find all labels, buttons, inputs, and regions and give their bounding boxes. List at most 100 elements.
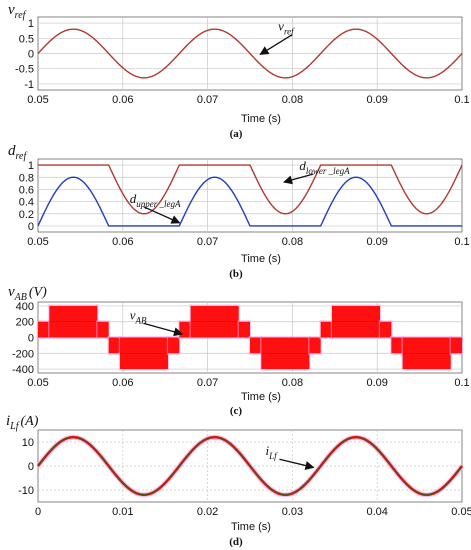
panel-c-annotations: vAB <box>130 307 184 337</box>
panel-b-plot-area <box>37 158 463 233</box>
panel-b-ylabel: dref <box>8 143 27 162</box>
panel-c-y-ticks: 400 200 0 -200 -400 <box>12 301 34 376</box>
annotation-main: i <box>265 443 269 458</box>
y-tick-label: 0.4 <box>19 197 34 209</box>
y-tick-label: -10 <box>18 485 34 497</box>
pwm-voltage-block <box>238 321 250 338</box>
pwm-voltage-block <box>97 321 109 338</box>
y-tick-label: -1 <box>24 79 34 91</box>
annotation-arrow <box>259 34 293 55</box>
x-tick-label: 0.06 <box>112 377 133 389</box>
x-tick-label: 0.07 <box>197 94 218 106</box>
annotation-sub: lower _legA <box>306 166 350 176</box>
y-tick-label: 400 <box>16 301 34 313</box>
y-tick-label: 1 <box>28 160 34 172</box>
panel-a-y-ticks: 1 0.5 0 -0.5 -1 <box>15 18 34 91</box>
pwm-voltage-block <box>250 337 262 354</box>
y-tick-label: 0 <box>28 461 34 473</box>
annotation-sub: ref <box>284 27 295 37</box>
y-tick-label: 0.2 <box>19 209 34 221</box>
x-tick-label: 0.1 <box>454 94 469 106</box>
pwm-voltage-block <box>391 337 403 354</box>
panel-c-series <box>36 304 464 371</box>
panel-c-ylabel-unit: (V) <box>29 285 47 300</box>
pwm-voltage-block <box>108 337 120 354</box>
annotation-label: vAB <box>130 307 147 325</box>
y-tick-label: 0 <box>28 221 34 233</box>
pwm-voltage-block <box>179 321 191 338</box>
panel-a-x-ticks: 0.05 0.06 0.07 0.08 0.09 0.1 <box>27 94 469 106</box>
panel-a-ylabel: vref <box>8 2 27 21</box>
annotation-arrow <box>143 322 184 337</box>
x-tick-label: 0.02 <box>197 506 218 518</box>
panel-a-series <box>37 28 463 79</box>
y-tick-label: 1 <box>28 18 34 30</box>
x-tick-label: 0.05 <box>27 236 48 248</box>
x-tick-label: 0.07 <box>197 377 218 389</box>
panel-b-ylabel-main: d <box>8 143 16 159</box>
pwm-voltage-block <box>380 321 392 338</box>
y-tick-label: 0.6 <box>19 184 34 196</box>
panel-b-caption: (b) <box>229 268 243 280</box>
x-tick-label: 0.03 <box>282 506 303 518</box>
y-tick-label: 0.5 <box>19 33 34 45</box>
annotation-label: vref <box>278 19 295 37</box>
y-tick-label: 0 <box>28 333 34 345</box>
x-tick-label: 0.1 <box>454 377 469 389</box>
x-tick-label: 0.06 <box>112 236 133 248</box>
pwm-voltage-block <box>320 321 332 338</box>
duty-line-upper_legA <box>37 176 462 227</box>
pwm-voltage-block <box>38 321 50 338</box>
x-tick-label: 0.09 <box>366 236 387 248</box>
panel-b-series <box>37 164 463 227</box>
panel-c-x-ticks: 0.05 0.06 0.07 0.08 0.09 0.1 <box>27 377 469 389</box>
x-tick-label: 0.09 <box>366 94 387 106</box>
y-tick-label: 0.8 <box>19 172 34 184</box>
annotation-label: dlower _legA <box>299 158 350 176</box>
panel-a-xlabel: Time (s) <box>241 113 281 125</box>
vref-line <box>37 28 463 79</box>
inductor-current-line <box>37 436 463 496</box>
annotation-sub: upper _legA <box>136 199 181 209</box>
annotation-label: dupper _legA <box>130 191 181 209</box>
pwm-voltage-block <box>168 337 180 354</box>
pwm-voltage-block <box>450 337 462 354</box>
panel-c-ylabel-sub: AB <box>14 292 27 303</box>
panel-c-xlabel: Time (s) <box>241 391 281 403</box>
x-tick-label: 0.04 <box>366 506 387 518</box>
panel-a-ylabel-sub: ref <box>15 10 27 21</box>
x-tick-label: 0.06 <box>112 94 133 106</box>
x-tick-label: 0.08 <box>282 377 303 389</box>
panel-a-caption: (a) <box>230 128 243 140</box>
x-tick-label: 0.08 <box>282 236 303 248</box>
panel-c-ylabel-main: v <box>8 284 15 300</box>
panel-d: 100-10 0 0.01 0.02 0.03 0.04 0.05 iLf iLf (A) … <box>6 413 471 548</box>
x-tick-label: 0.09 <box>366 377 387 389</box>
panel-c-ylabel: vAB (V) <box>8 284 47 303</box>
panel-d-series <box>36 434 464 498</box>
annotation-arrow <box>143 206 181 224</box>
x-tick-label: 0.05 <box>27 94 48 106</box>
annotation-arrow <box>283 173 314 185</box>
panel-b-ylabel-sub: ref <box>16 151 28 162</box>
y-tick-label: -400 <box>12 364 34 376</box>
x-tick-label: 0.05 <box>27 377 48 389</box>
x-tick-label: 0.08 <box>282 94 303 106</box>
panel-b: 10.80.60.40.20 0.05 0.06 0.07 0.08 0.09 0.1 d… <box>8 143 470 280</box>
x-tick-label: 0.05 <box>451 506 471 518</box>
panel-c-caption: (c) <box>230 405 243 417</box>
panel-d-ylabel-sub: Lf <box>9 421 20 432</box>
annotation-main: v <box>130 307 136 322</box>
annotation-sub: Lf <box>268 451 278 461</box>
panel-d-annotations: iLf <box>265 443 315 470</box>
y-tick-label: 10 <box>22 437 34 449</box>
x-tick-label: 0.01 <box>112 506 133 518</box>
y-tick-label: 200 <box>16 317 34 329</box>
annotation-sub: AB <box>135 315 147 325</box>
panel-d-xlabel: Time (s) <box>231 521 271 533</box>
panel-a-annotations: vref <box>259 19 295 55</box>
panel-b-annotations: dupper _legA dlower _legA <box>130 158 350 224</box>
annotation-label: iLf <box>265 443 278 461</box>
